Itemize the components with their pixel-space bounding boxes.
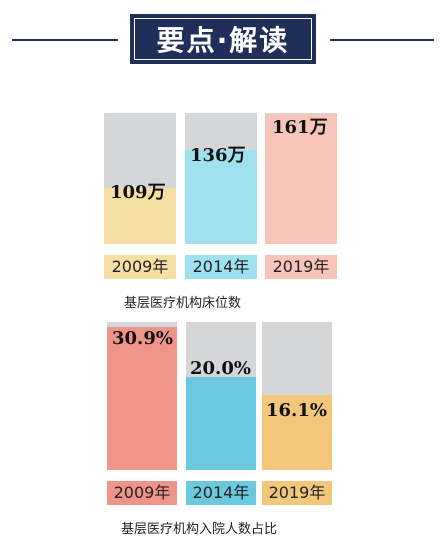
bar-2014 [185, 150, 257, 244]
bar-2019 [265, 114, 337, 244]
value-label: 109万 [110, 182, 166, 203]
category-label: 2009年 [104, 255, 176, 279]
bar-2019 [262, 395, 332, 470]
category-label: 2014年 [185, 255, 257, 279]
bar-2014 [186, 377, 256, 470]
category-label: 2019年 [262, 481, 332, 505]
value-label: 161万 [272, 117, 328, 138]
category-label: 2014年 [186, 481, 256, 505]
bar-2009 [107, 327, 177, 470]
category-label: 2009年 [107, 481, 177, 505]
header-rule-left [12, 39, 118, 41]
value-label: 30.9% [112, 328, 173, 349]
chart-title: 基层医疗机构床位数 [124, 296, 242, 311]
value-label: 20.0% [190, 358, 251, 379]
chart-title: 基层医疗机构入院人数占比 [121, 522, 278, 537]
header-title: 要点·解读 [130, 14, 316, 64]
header-rule-right [330, 39, 434, 41]
value-label: 16.1% [266, 400, 327, 421]
bar-2009 [104, 188, 176, 244]
category-label: 2019年 [265, 255, 337, 279]
value-label: 136万 [190, 145, 246, 166]
